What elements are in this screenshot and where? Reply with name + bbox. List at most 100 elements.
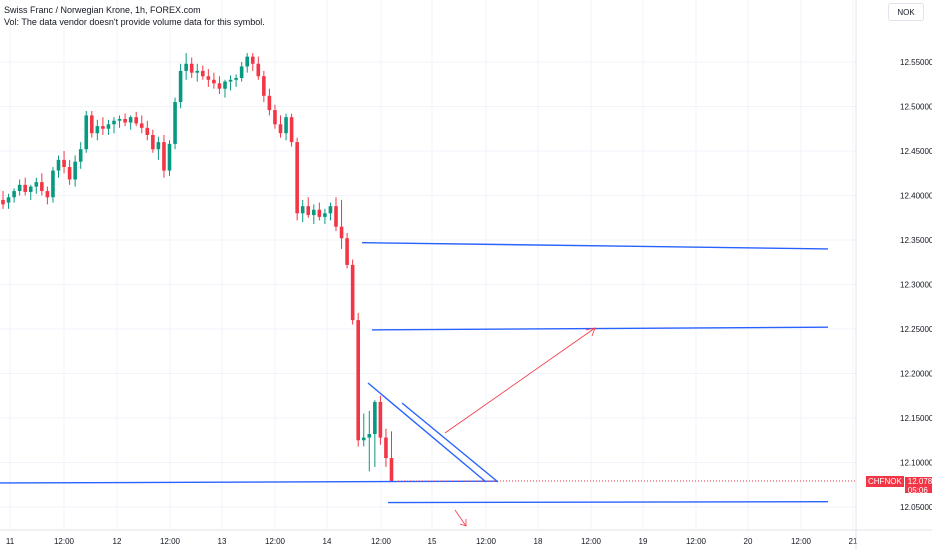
candle-body [73, 161, 77, 180]
x-tick-label: 12:00 [371, 537, 392, 546]
candle-body [323, 213, 327, 217]
resistance-line-upper[interactable] [361, 241, 829, 250]
y-tick-label: 12.50000 [900, 103, 932, 112]
x-tick-label: 12:00 [160, 537, 181, 546]
candle-body [256, 63, 261, 77]
x-tick-label: 19 [639, 537, 648, 546]
candle-body [67, 167, 72, 180]
y-tick-label: 12.55000 [900, 58, 932, 67]
candle-body [90, 115, 94, 134]
candle-body [117, 118, 122, 121]
x-tick-label: 12:00 [686, 537, 707, 546]
x-tick-label: 11 [6, 537, 15, 546]
candle-body [295, 142, 299, 214]
x-tick-label: 12 [113, 537, 122, 546]
price-tag-symbol: CHFNOK [866, 476, 904, 487]
candle-body [134, 117, 138, 124]
candle-body [356, 320, 360, 441]
candle-body [201, 70, 205, 77]
candle-body [173, 102, 177, 144]
candle-body [306, 206, 311, 216]
y-tick-label: 12.35000 [900, 236, 932, 245]
arrow-head-down-icon [459, 519, 467, 527]
symbol-title[interactable]: Swiss Franc / Norwegian Krone, 1h, FOREX… [4, 5, 201, 15]
candle-body [167, 143, 172, 171]
arrow-head-up-icon [585, 327, 596, 337]
candle-body [28, 186, 33, 192]
candle-body [361, 437, 366, 441]
candle-body [350, 264, 355, 321]
candle-body [145, 127, 150, 135]
candle-body [278, 124, 283, 134]
candle-body [334, 206, 338, 227]
x-tick-label: 12:00 [54, 537, 75, 546]
candle-body [300, 206, 305, 214]
candle-body [234, 78, 238, 80]
candle-body [23, 184, 27, 192]
candle-body [289, 117, 294, 143]
candle-body [156, 142, 161, 150]
x-tick-label: 18 [534, 537, 543, 546]
x-tick-label: 20 [744, 537, 753, 546]
x-tick-label: 12:00 [791, 537, 812, 546]
candle-body [250, 56, 255, 64]
candle-body [284, 117, 288, 134]
y-tick-label: 12.25000 [900, 325, 932, 334]
projection-arrow-up[interactable] [444, 327, 596, 434]
volume-note: Vol: The data vendor doesn't provide vol… [4, 17, 265, 27]
candle-body [345, 238, 349, 265]
candle-body [106, 124, 111, 129]
candle-body [62, 159, 66, 168]
y-tick-label: 12.40000 [900, 192, 932, 201]
candle-body [162, 142, 166, 171]
candle-body [312, 209, 316, 216]
y-tick-label: 12.45000 [900, 147, 932, 156]
last-price-tag: CHFNOK 12.07859 05:06 [866, 476, 932, 495]
candle-body [373, 401, 377, 435]
candle-body [245, 56, 249, 67]
candle-body [267, 95, 272, 111]
candle-body [217, 83, 222, 89]
candle-body [317, 209, 322, 217]
x-tick-label: 14 [323, 537, 332, 546]
candle-body [6, 197, 11, 203]
candle-body [184, 63, 188, 71]
y-tick-label: 12.15000 [900, 414, 932, 423]
y-tick-label: 12.20000 [900, 370, 932, 379]
resistance-line-target[interactable] [371, 326, 829, 331]
candle-body [367, 434, 372, 438]
x-tick-label: 12:00 [265, 537, 286, 546]
lower-target-line[interactable] [387, 500, 829, 504]
currency-button[interactable]: NOK [888, 3, 924, 21]
candle-body [223, 81, 227, 89]
wedge-line-upper[interactable] [367, 382, 487, 483]
price-tag-countdown: 05:06 [907, 486, 928, 495]
candle-body [189, 63, 194, 73]
candle-body [228, 79, 233, 82]
candle-body [384, 437, 388, 459]
candle-body [339, 226, 344, 239]
candle-body [95, 126, 100, 134]
x-tick-label: 12:00 [476, 537, 497, 546]
y-tick-label: 12.05000 [900, 503, 932, 512]
candle-body [178, 70, 183, 103]
support-line[interactable] [0, 480, 499, 484]
candle-body [389, 458, 394, 483]
candle-body [328, 206, 333, 214]
wedge-line-lower[interactable] [401, 402, 499, 483]
chart-legend: Swiss Franc / Norwegian Krone, 1h, FOREX… [4, 4, 265, 28]
projection-arrow-down[interactable] [454, 509, 467, 527]
candle-body [112, 120, 116, 125]
candle-body [239, 66, 244, 79]
candle-body [128, 117, 133, 123]
candle-body [40, 182, 44, 192]
candle-body [12, 191, 16, 198]
candle-body [78, 149, 83, 162]
candle-body [212, 79, 216, 84]
candle-body [139, 123, 144, 128]
x-tick-label: 21 [849, 537, 858, 546]
x-tick-label: 13 [218, 537, 227, 546]
candle-body [195, 70, 200, 73]
